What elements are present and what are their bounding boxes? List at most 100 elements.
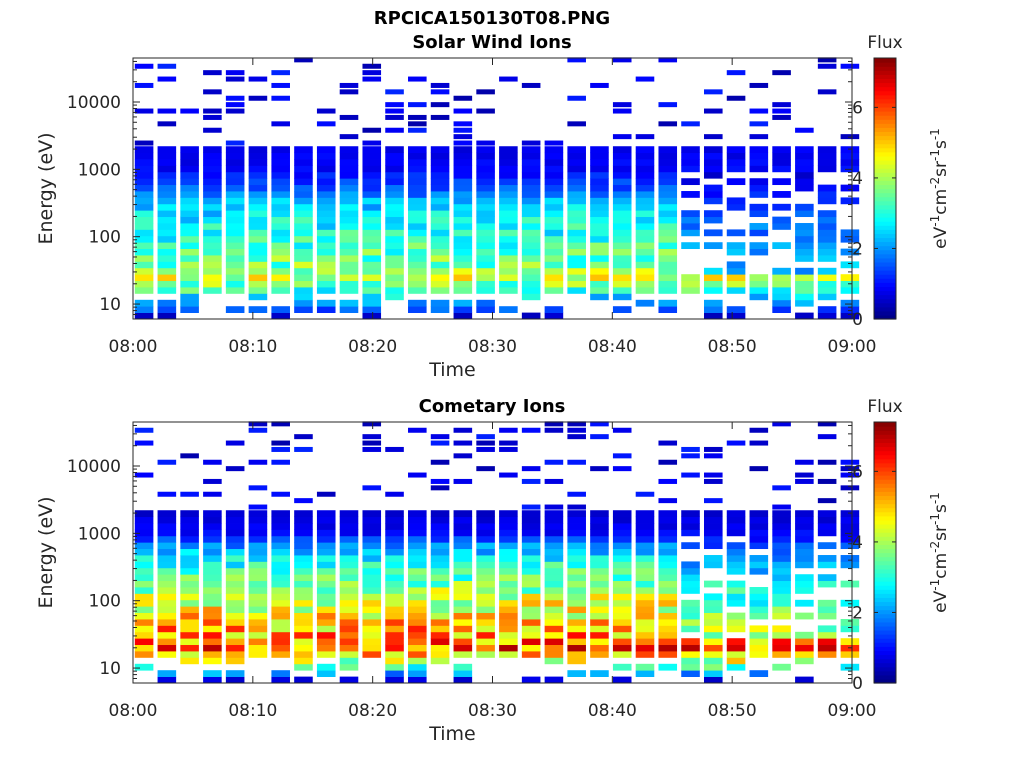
data-cell <box>294 159 313 166</box>
data-cell <box>362 184 382 192</box>
data-cell <box>408 567 427 575</box>
data-cell <box>385 191 404 198</box>
data-cell <box>430 223 450 230</box>
data-cell <box>180 242 199 250</box>
data-cell <box>271 146 290 154</box>
data-cell <box>339 274 359 282</box>
data-cell <box>134 535 154 543</box>
data-cell <box>521 478 541 484</box>
colorbar-swatch <box>874 257 896 263</box>
data-cell <box>385 580 404 588</box>
data-cell <box>134 587 154 594</box>
data-cell <box>203 491 222 497</box>
colorbar-tick-label: 2 <box>852 603 863 623</box>
data-cell <box>430 255 450 262</box>
data-cell <box>681 287 700 294</box>
data-cell <box>749 184 769 192</box>
data-cell <box>476 466 495 472</box>
data-cell <box>612 152 632 160</box>
data-cell <box>203 599 222 607</box>
data-cell <box>726 542 746 550</box>
data-cell <box>795 516 814 524</box>
data-cell <box>339 235 359 243</box>
data-cell <box>453 261 473 269</box>
data-cell <box>339 612 359 620</box>
data-cell <box>749 523 769 530</box>
colorbar-swatch <box>874 233 896 239</box>
data-cell <box>316 108 336 114</box>
data-cell <box>134 529 154 537</box>
data-cell <box>544 235 564 243</box>
data-cell <box>749 82 769 88</box>
data-cell <box>385 516 404 524</box>
data-cell <box>430 261 450 269</box>
data-cell <box>294 567 313 575</box>
data-cell <box>795 229 814 237</box>
data-cell <box>271 165 290 173</box>
data-cell <box>521 312 541 320</box>
data-cell <box>430 235 450 243</box>
data-cell <box>590 171 609 179</box>
data-cell <box>658 478 678 484</box>
data-cell <box>840 651 860 658</box>
data-cell <box>567 210 586 218</box>
data-cell <box>248 555 268 562</box>
data-cell <box>203 459 222 465</box>
data-cell <box>612 197 632 205</box>
data-cell <box>499 599 518 607</box>
data-cell <box>567 267 586 275</box>
colorbar-swatch <box>874 617 896 623</box>
data-cell <box>681 574 700 582</box>
colorbar-swatch <box>874 544 896 550</box>
data-cell <box>362 261 382 269</box>
data-cell <box>590 421 609 427</box>
y-tick-label: 10000 <box>67 93 121 113</box>
data-cell <box>567 516 586 524</box>
data-cell <box>385 223 404 230</box>
data-cell <box>339 255 359 262</box>
colorbar-swatch <box>874 123 896 128</box>
data-cell <box>772 593 791 601</box>
data-cell <box>408 171 427 179</box>
data-cell <box>453 638 473 646</box>
data-cell <box>681 542 700 550</box>
data-cell <box>612 134 632 140</box>
data-cell <box>612 644 632 652</box>
data-cell <box>453 210 473 218</box>
data-cell <box>180 171 199 179</box>
data-cell <box>521 676 541 684</box>
data-cell <box>408 612 427 620</box>
data-cell <box>612 516 632 524</box>
data-cell <box>476 542 495 550</box>
data-cell <box>567 427 586 433</box>
data-cell <box>612 587 632 594</box>
data-cell <box>476 580 495 588</box>
data-cell <box>134 606 154 614</box>
data-cell <box>681 670 700 678</box>
data-cell <box>385 510 404 518</box>
data-cell <box>772 638 791 646</box>
data-cell <box>772 274 791 282</box>
data-cell <box>658 523 678 530</box>
data-cell <box>430 593 450 601</box>
colorbar-swatch <box>874 629 896 635</box>
data-cell <box>225 535 245 543</box>
data-cell <box>339 548 359 556</box>
data-cell <box>772 625 791 633</box>
data-cell <box>521 203 541 211</box>
data-cell <box>180 587 199 594</box>
data-cell <box>499 216 518 224</box>
data-cell <box>567 574 586 582</box>
data-cell <box>203 542 222 550</box>
data-cell <box>681 274 700 282</box>
data-cell <box>339 631 359 639</box>
data-cell <box>430 485 450 491</box>
data-cell <box>180 612 199 620</box>
data-cell <box>203 510 222 518</box>
data-cell <box>817 523 837 530</box>
data-cell <box>635 529 655 537</box>
data-cell <box>726 312 746 320</box>
data-cell <box>339 134 359 140</box>
data-cell <box>635 248 655 256</box>
data-cell <box>658 299 678 307</box>
